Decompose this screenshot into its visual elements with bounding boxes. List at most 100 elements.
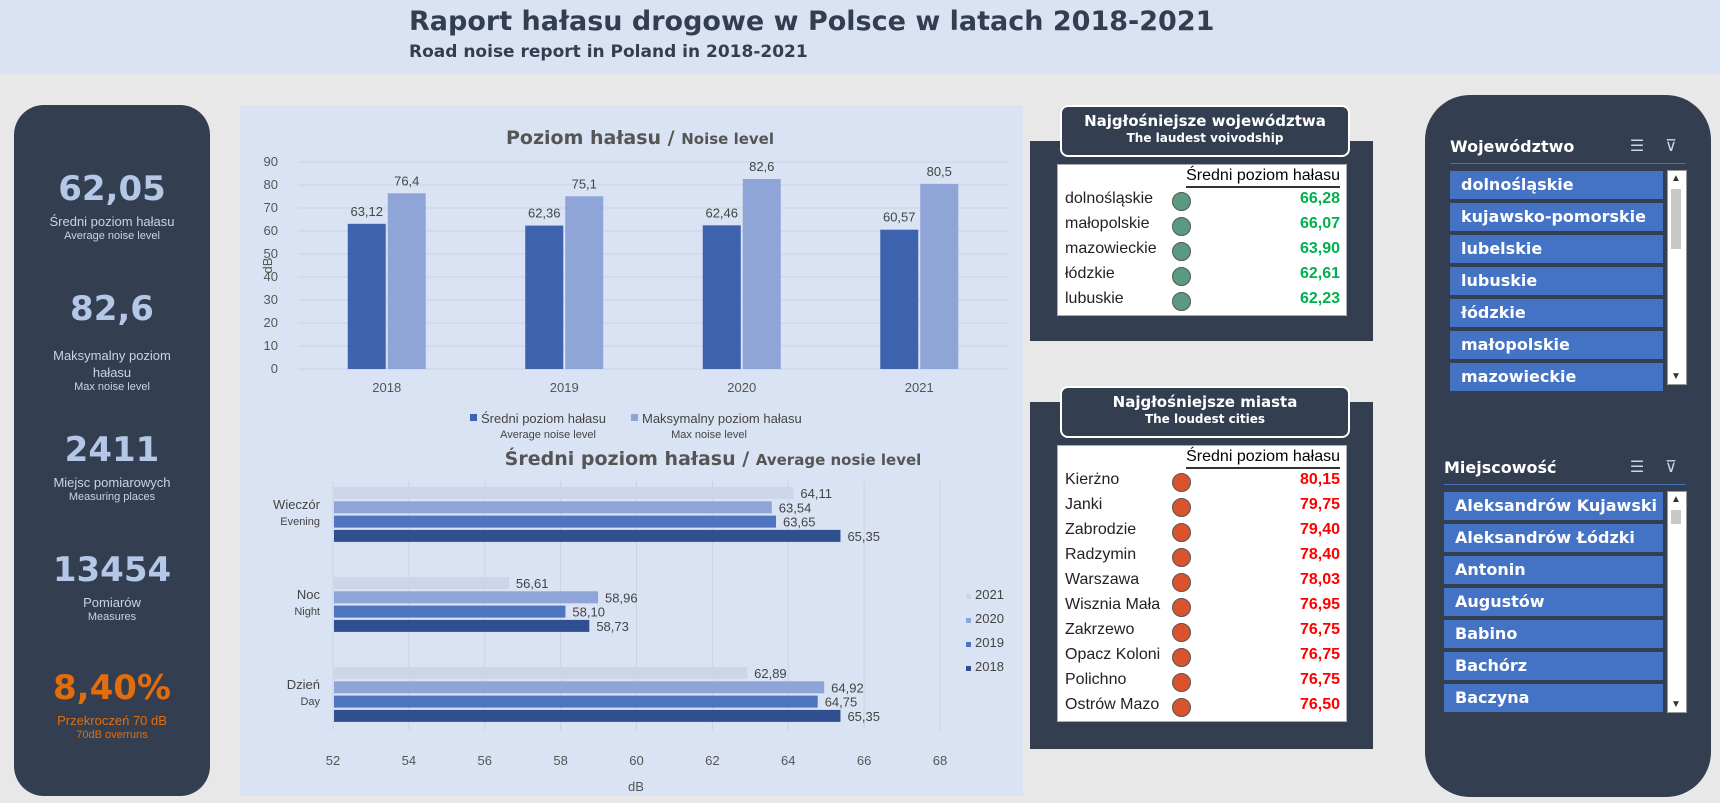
status-dot-icon (1172, 192, 1191, 211)
scroll-down-icon[interactable]: ▼ (1671, 699, 1681, 710)
slicer-divider (1450, 163, 1686, 164)
kpi-label: Maksymalny poziom hałasu (53, 348, 171, 380)
multiselect-icon[interactable]: ☰ (1629, 138, 1645, 155)
legend-label: 2021 (975, 587, 1004, 602)
bar (525, 225, 564, 369)
slicer-item[interactable]: dolnośląskie (1450, 171, 1663, 199)
row-value: 66,07 (1299, 215, 1340, 232)
x-axis-label: dB (628, 779, 644, 794)
kpi-value: 8,40% (53, 668, 171, 708)
row-name: Radzymin (1065, 546, 1137, 563)
multiselect-icon[interactable]: ☰ (1629, 459, 1645, 476)
scroll-up-icon[interactable]: ▲ (1671, 494, 1681, 505)
slicer-item[interactable]: Aleksandrów Kujawski (1444, 492, 1663, 520)
bar (920, 183, 959, 369)
bar-value-label: 65,35 (847, 709, 880, 724)
legend-label: 2019 (975, 635, 1004, 650)
y-axis-label: dB (260, 258, 275, 274)
table-row: Warszawa 78,03 (1058, 569, 1346, 594)
bar-value-label: 62,46 (705, 205, 738, 220)
slicer-item[interactable]: Augustów (1444, 588, 1663, 616)
scrollbar-thumb[interactable] (1671, 189, 1681, 249)
slicer-item[interactable]: lubuskie (1450, 267, 1663, 295)
page-subtitle: Road noise report in Poland in 2018-2021 (409, 42, 808, 62)
bar-value-label: 62,36 (528, 206, 561, 221)
x-tick-label: 54 (402, 753, 416, 768)
y-tick-label: 30 (264, 292, 278, 307)
row-value: 76,75 (1299, 621, 1340, 638)
top-voivodeships-title: Najgłośniejsze województwa (1084, 112, 1326, 130)
kpi-sublabel: Max noise level (74, 381, 150, 393)
row-value: 66,28 (1299, 190, 1340, 207)
clear-filter-icon[interactable]: ⊽ (1665, 138, 1677, 155)
bar-value-label: 58,73 (596, 619, 629, 634)
slicer-item[interactable]: małopolskie (1450, 331, 1663, 359)
bar (334, 515, 776, 528)
table-row: mazowieckie 63,90 (1058, 238, 1346, 263)
slicer-voivodeship-title: Województwo (1450, 137, 1575, 156)
bar-value-label: 58,96 (605, 590, 638, 605)
row-name: mazowieckie (1065, 240, 1157, 257)
slicer-item[interactable]: Antonin (1444, 556, 1663, 584)
y-tick-label: 70 (264, 200, 278, 215)
table-row: Zabrodzie 79,40 (1058, 519, 1346, 544)
table-row: dolnośląskie 66,28 (1058, 188, 1346, 213)
status-dot-icon (1172, 673, 1191, 692)
scrollbar-thumb[interactable] (1671, 510, 1681, 524)
bar (347, 223, 386, 369)
top-voivodeships-subtitle: The laudest voivodship (1126, 131, 1284, 145)
slicer-city-scrollbar[interactable]: ▲ ▼ (1667, 491, 1687, 713)
bar-value-label: 64,11 (800, 486, 832, 501)
bar (334, 605, 566, 618)
slicer-item[interactable]: kujawsko-pomorskie (1450, 203, 1663, 231)
x-tick-label: 52 (326, 753, 340, 768)
table-row: lubuskie 62,23 (1058, 288, 1346, 313)
chart-title: Poziom hałasu / Noise level (506, 127, 774, 149)
bar-value-label: 63,65 (783, 515, 816, 530)
y-tick-label: 10 (264, 338, 278, 353)
y-category-label: Dzień (287, 677, 320, 692)
status-dot-icon (1172, 623, 1191, 642)
top-cities-table: Średni poziom hałasu Kierżno 80,15 Janki 79… (1057, 445, 1347, 722)
status-dot-icon (1172, 698, 1191, 717)
row-name: Wisznia Mała (1065, 596, 1161, 613)
table-row: małopolskie 66,07 (1058, 213, 1346, 238)
x-tick-label: 2019 (550, 380, 579, 395)
slicer-item[interactable]: Baczyna (1444, 684, 1663, 712)
kpi-value: 62,05 (58, 169, 166, 209)
slicer-item[interactable]: lubelskie (1450, 235, 1663, 263)
bar-value-label: 63,12 (350, 204, 383, 219)
table-row: Ostrów Mazo 76,50 (1058, 694, 1346, 719)
slicer-city-title: Miejscowość (1444, 458, 1557, 477)
kpi-measuring-places: 2411 Miejsc pomiarowych Measuring places (14, 430, 210, 503)
bar (334, 487, 794, 499)
top-cities-title: Najgłośniejsze miasta (1112, 393, 1298, 411)
slicer-item[interactable]: Bachórz (1444, 652, 1663, 680)
y-tick-label: 0 (271, 361, 278, 376)
row-name: Zakrzewo (1065, 621, 1135, 638)
row-value: 79,75 (1299, 496, 1340, 513)
slicer-item[interactable]: łódzkie (1450, 299, 1663, 327)
slicer-voivodeship-scrollbar[interactable]: ▲ ▼ (1667, 170, 1687, 385)
slicer-panel: Województwo ☰ ⊽ dolnośląskie kujawsko-pom… (1425, 95, 1711, 797)
row-name: Warszawa (1065, 571, 1140, 588)
scroll-up-icon[interactable]: ▲ (1671, 173, 1681, 184)
row-name: Janki (1065, 496, 1103, 513)
bar (565, 196, 604, 369)
row-name: Opacz Koloni (1065, 646, 1161, 663)
bar-value-label: 75,1 (572, 176, 597, 191)
kpi-label: Średni poziom hałasu (49, 214, 175, 229)
scroll-down-icon[interactable]: ▼ (1671, 371, 1681, 382)
table-row: Opacz Koloni 76,75 (1058, 644, 1346, 669)
slicer-item[interactable]: mazowieckie (1450, 363, 1663, 391)
x-tick-label: 2020 (727, 380, 756, 395)
row-name: dolnośląskie (1065, 190, 1154, 207)
slicer-item[interactable]: Babino (1444, 620, 1663, 648)
bar-value-label: 80,5 (927, 164, 952, 179)
legend-label: 2018 (975, 659, 1004, 674)
row-value: 78,40 (1299, 546, 1340, 563)
slicer-item[interactable]: Aleksandrów Łódzki (1444, 524, 1663, 552)
clear-filter-icon[interactable]: ⊽ (1665, 459, 1677, 476)
table-row: łódzkie 62,61 (1058, 263, 1346, 288)
status-dot-icon (1172, 473, 1191, 492)
